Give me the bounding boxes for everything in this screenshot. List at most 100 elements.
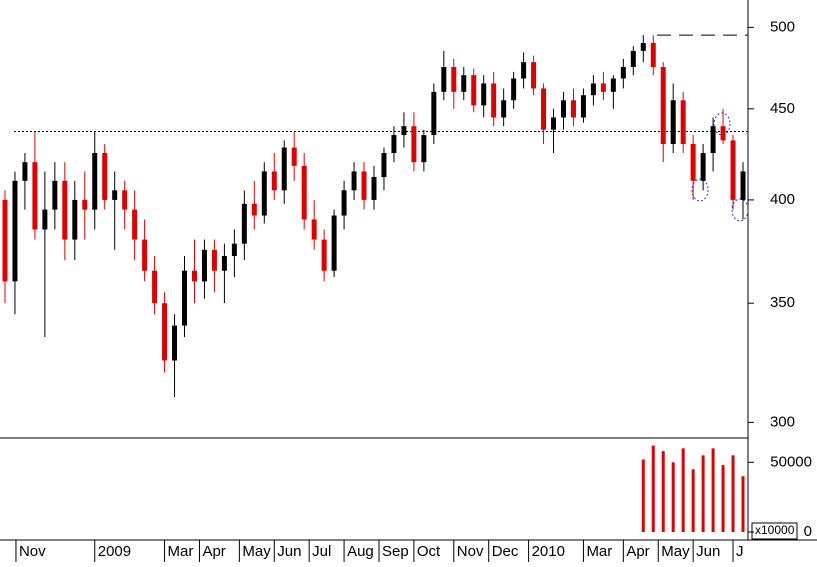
candle-body <box>620 67 626 79</box>
candle-body <box>541 88 547 130</box>
highlight-circle <box>731 198 749 222</box>
candle-body <box>740 171 746 200</box>
candle-body <box>261 171 267 216</box>
candle-body <box>451 67 457 92</box>
candle-body <box>600 83 606 92</box>
candle-body <box>570 100 576 118</box>
candle-body <box>82 199 88 210</box>
candle-body <box>92 153 98 210</box>
x-tick-label: Jun <box>696 543 720 560</box>
volume-bar <box>741 476 745 532</box>
candle-body <box>580 95 586 118</box>
volume-bar <box>731 455 735 532</box>
candle-body <box>411 126 417 163</box>
candle-body <box>152 270 158 304</box>
candle-body <box>241 203 247 244</box>
candle-body <box>122 190 128 210</box>
x-tick-label: Aug <box>347 543 374 560</box>
volume-unit: x10000 <box>755 523 795 537</box>
candle-body <box>331 215 337 271</box>
x-tick-label: May <box>242 543 271 560</box>
x-tick-label: J <box>736 543 744 560</box>
candle-body <box>112 190 118 200</box>
x-tick-label: Nov <box>457 543 484 560</box>
volume-bar <box>711 448 715 532</box>
candle-body <box>720 126 726 141</box>
candle-body <box>251 203 257 216</box>
candle-body <box>52 180 58 210</box>
x-tick-label: Dec <box>492 543 519 560</box>
x-tick-label: May <box>661 543 690 560</box>
candle-body <box>431 91 437 136</box>
highlight-circle <box>691 178 709 202</box>
candle-body <box>501 100 507 118</box>
candle-body <box>730 140 736 200</box>
candle-body <box>172 325 178 361</box>
x-tick-label: Jun <box>277 543 301 560</box>
x-tick-label: Jul <box>312 543 331 560</box>
candle-body <box>371 177 377 200</box>
x-tick-label: Oct <box>417 543 441 560</box>
candle-body <box>271 171 277 191</box>
candle-body <box>710 126 716 154</box>
x-tick-label: Nov <box>19 543 46 560</box>
candle-body <box>351 171 357 191</box>
candle-body <box>680 100 686 144</box>
candle-body <box>281 147 287 191</box>
candle-body <box>341 190 347 216</box>
candle-body <box>461 75 467 92</box>
x-tick-label: Mar <box>586 543 612 560</box>
volume-bar <box>721 465 725 532</box>
highlight-circle <box>713 112 731 136</box>
volume-bar <box>701 455 705 532</box>
volume-bar <box>661 451 665 532</box>
candle-body <box>481 83 487 106</box>
x-tick-label: Mar <box>168 543 194 560</box>
candle-body <box>660 67 666 144</box>
candle-body <box>700 153 706 181</box>
y-tick-label: 400 <box>770 191 795 208</box>
x-tick-label: 2009 <box>98 543 131 560</box>
x-tick-label: 2010 <box>532 543 565 560</box>
candle-body <box>211 249 217 271</box>
candle-body <box>511 78 517 101</box>
candle-body <box>610 78 616 92</box>
candle-body <box>301 165 307 220</box>
candle-body <box>551 117 557 130</box>
candle-body <box>72 199 78 240</box>
x-tick-label: Apr <box>202 543 225 560</box>
candle-body <box>291 147 297 166</box>
candle-body <box>441 67 447 92</box>
candle-body <box>670 100 676 144</box>
y-tick-label: 300 <box>770 413 795 430</box>
candle-body <box>201 249 207 282</box>
y-tick-label: 350 <box>770 294 795 311</box>
candle-body <box>12 180 18 282</box>
candle-body <box>132 209 138 240</box>
y-tick-label: 450 <box>770 100 795 117</box>
candle-body <box>690 143 696 181</box>
candle-body <box>630 50 636 68</box>
candle-body <box>32 162 38 230</box>
candle-body <box>42 209 48 230</box>
x-tick-label: Apr <box>626 543 649 560</box>
candle-body <box>531 62 537 89</box>
candle-body <box>162 303 168 361</box>
candle-body <box>590 83 596 96</box>
candle-body <box>221 256 227 271</box>
candle-body <box>22 162 28 181</box>
y-tick-label: 0 <box>804 523 812 540</box>
volume-bar <box>671 462 675 532</box>
candle-body <box>521 62 527 79</box>
candle-body <box>361 171 367 200</box>
candle-body <box>561 100 566 118</box>
candle-body <box>182 270 187 326</box>
volume-bar <box>681 448 685 532</box>
volume-bar <box>651 445 655 532</box>
candle-body <box>102 153 108 200</box>
candle-body <box>321 239 327 271</box>
candle-body <box>421 135 427 163</box>
candle-body <box>650 42 656 68</box>
y-tick-label: 50000 <box>770 453 812 470</box>
